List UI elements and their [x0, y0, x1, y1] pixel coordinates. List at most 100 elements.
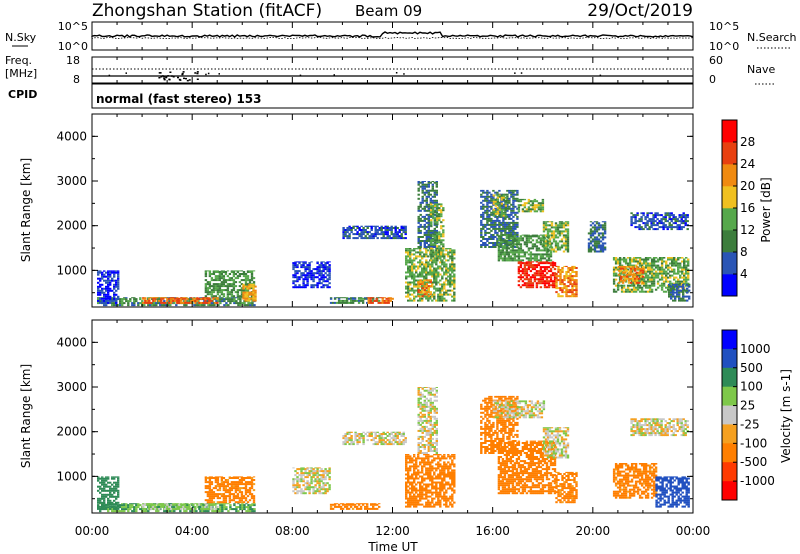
heatmap-cell: [628, 264, 632, 267]
heatmap-cell: [505, 249, 509, 252]
heatmap-cell: [427, 287, 430, 290]
heatmap-cell: [644, 266, 648, 269]
heatmap-cell: [350, 227, 353, 229]
heatmap-cell: [208, 507, 211, 510]
heatmap-cell: [665, 272, 668, 275]
heatmap-cell: [97, 302, 100, 305]
heatmap-cell: [658, 220, 661, 223]
heatmap-cell: [436, 207, 439, 210]
heatmap-cell: [194, 503, 197, 505]
heatmap-cell: [648, 218, 651, 221]
heatmap-cell: [222, 271, 226, 273]
heatmap-cell: [433, 227, 436, 230]
heatmap-cell: [637, 267, 641, 270]
heatmap-cell: [515, 239, 519, 242]
heatmap-cell: [488, 227, 491, 230]
heatmap-cell: [310, 261, 313, 263]
heatmap-cell: [441, 299, 444, 302]
heatmap-cell: [210, 481, 214, 484]
heatmap-cell: [109, 273, 112, 276]
heatmap-cell: [517, 280, 521, 283]
heatmap-cell: [429, 197, 432, 200]
heatmap-cell: [385, 297, 388, 300]
heatmap-cell: [216, 493, 220, 496]
heatmap-cell: [633, 277, 637, 280]
heatmap-cell: [107, 506, 110, 509]
freq-dot: [599, 74, 602, 77]
heatmap-cell: [425, 225, 428, 228]
heatmap-cell: [569, 279, 572, 282]
heatmap-cell: [677, 268, 680, 271]
heatmap-cell: [625, 275, 629, 278]
heatmap-cell: [556, 226, 560, 229]
heatmap-cell: [107, 497, 110, 500]
heatmap-cell: [435, 181, 438, 182]
heatmap-cell: [378, 233, 381, 236]
heatmap-cell: [224, 481, 228, 484]
heatmap-cell: [654, 276, 658, 279]
heatmap-cell: [617, 269, 621, 272]
heatmap-cell: [683, 266, 686, 269]
heatmap-cell: [484, 231, 487, 234]
heatmap-cell: [248, 491, 252, 494]
heatmap-cell: [654, 214, 657, 217]
heatmap-cell: [627, 265, 631, 268]
heatmap-cell: [415, 265, 418, 268]
heatmap-cell: [234, 491, 238, 494]
heatmap-cell: [206, 270, 210, 272]
heatmap-cell: [216, 277, 220, 280]
heatmap-cell: [492, 212, 496, 215]
heatmap-cell: [356, 231, 359, 234]
heatmap-cell: [684, 289, 687, 292]
heatmap-cell: [364, 235, 367, 238]
heatmap-cell: [438, 215, 441, 218]
heatmap-cell: [675, 264, 678, 267]
heatmap-cell: [99, 481, 102, 484]
heatmap-cell: [421, 199, 424, 202]
heatmap-cell: [101, 287, 104, 290]
heatmap-cell: [684, 218, 687, 221]
heatmap-cell: [204, 477, 208, 479]
heatmap-cell: [676, 224, 679, 227]
heatmap-cell: [220, 273, 224, 275]
heatmap-cell: [564, 236, 568, 239]
heatmap-cell: [492, 189, 495, 192]
heatmap-cell: [142, 297, 145, 299]
heatmap-cell: [482, 225, 485, 228]
heatmap-cell: [144, 507, 147, 510]
heatmap-cell: [571, 289, 574, 292]
heatmap-cell: [436, 241, 439, 244]
heatmap-cell: [507, 255, 511, 258]
heatmap-cell: [591, 232, 595, 235]
heatmap-cell: [246, 275, 250, 278]
heatmap-cell: [246, 283, 250, 286]
heatmap-cell: [202, 297, 205, 300]
heatmap-cell: [232, 481, 236, 484]
heatmap-cell: [431, 273, 434, 276]
heatmap-cell: [374, 225, 377, 227]
heatmap-cell: [670, 212, 673, 215]
heatmap-cell: [239, 504, 242, 507]
heatmap-cell: [449, 285, 452, 288]
heatmap-cell: [417, 225, 420, 228]
heatmap-cell: [103, 275, 106, 278]
heatmap-cell: [435, 299, 438, 302]
heatmap-cell: [633, 269, 637, 272]
heatmap-cell: [206, 501, 210, 504]
heatmap-cell: [169, 510, 172, 513]
heatmap-cell: [505, 253, 509, 256]
heatmap-cell: [599, 226, 603, 229]
heatmap-cell: [511, 239, 515, 242]
power-heatmap: [97, 181, 691, 307]
heatmap-cell: [622, 260, 626, 263]
heatmap-cell: [688, 289, 691, 292]
heatmap-cell: [212, 297, 215, 299]
heatmap-cell: [502, 238, 505, 240]
heatmap-cell: [662, 260, 666, 263]
heatmap-cell: [148, 301, 151, 304]
heatmap-cell: [546, 250, 550, 253]
heatmap-cell: [173, 510, 176, 513]
heatmap-cell: [519, 264, 523, 267]
heatmap-cell: [527, 259, 531, 262]
heatmap-cell: [567, 295, 570, 298]
